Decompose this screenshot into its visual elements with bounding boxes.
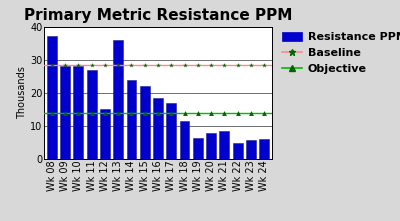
Bar [87,70,97,159]
Bar [180,121,190,159]
Bar [126,80,136,159]
Bar [47,36,57,159]
Bar [166,103,176,159]
Bar [232,143,242,159]
Bar [100,109,110,159]
Bar [259,139,269,159]
Bar [219,131,229,159]
Legend: Resistance PPM, Baseline, Objective: Resistance PPM, Baseline, Objective [280,29,400,76]
Bar [153,98,163,159]
Bar [113,40,123,159]
Bar [60,66,70,159]
Bar [140,86,150,159]
Bar [246,140,256,159]
Bar [206,133,216,159]
Bar [193,137,203,159]
Y-axis label: Thousands: Thousands [18,66,28,119]
Title: Primary Metric Resistance PPM: Primary Metric Resistance PPM [24,8,292,23]
Bar [74,66,84,159]
